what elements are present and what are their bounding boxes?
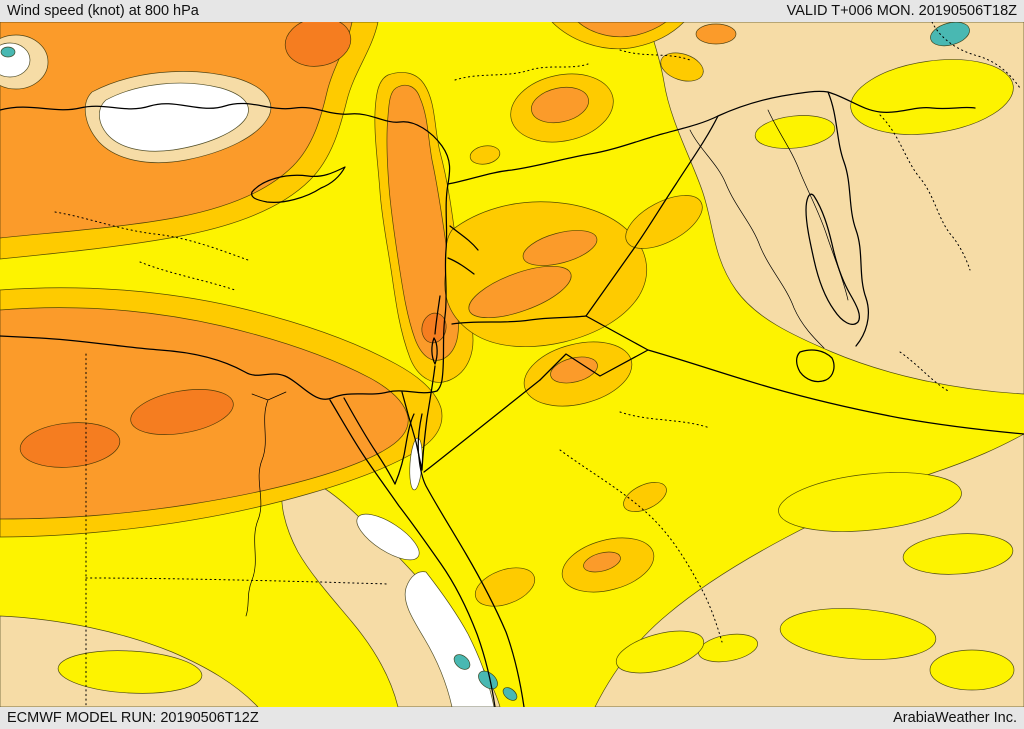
deep-orange-top [284,22,352,67]
header-bar: Wind speed (knot) at 800 hPa VALID T+006… [0,0,1024,22]
red-sea-west-coast [329,399,496,707]
turkey-border [447,90,976,185]
kuwait-border [796,349,835,383]
contour-map-svg [0,22,1024,707]
calm-white-crescent [99,82,249,152]
wind-maxima-regions [0,22,737,607]
jordan-iraq-saudi-borders [539,315,1024,435]
iraq-iran-border [827,91,869,347]
deep-orange-core-west [19,422,121,468]
jordan-saudi-border [423,379,541,473]
white-gulf-region [356,513,420,561]
persian-gulf-shape [805,193,861,325]
sinai-west-coast [343,397,396,485]
cyprus-outline [251,166,346,204]
lake-northeast [930,22,970,47]
model-run-label: ECMWF MODEL RUN: 20190506T12Z [7,710,259,726]
brand-label: ArabiaWeather Inc. [893,710,1017,726]
mediterranean-coastline [0,102,451,400]
valid-time-label: VALID T+006 MON. 20190506T18Z [786,3,1017,19]
lebanon-border [447,225,479,275]
syria-iraq-border [585,115,719,317]
water-bodies [805,22,970,325]
red-sea-white [404,571,495,707]
sinai-east-coast [394,413,415,485]
country-borders [245,90,1024,617]
footer-bar: ECMWF MODEL RUN: 20190506T12Z ArabiaWeat… [0,707,1024,729]
deep-orange-core-east [130,389,234,435]
jordan-valley-border [421,295,441,471]
dotted-lines [54,22,1021,707]
egypt-israel-border [401,391,423,471]
coastlines [0,102,525,707]
nile-river [245,391,287,617]
red-sea-calm-areas [356,437,518,707]
yellow-patches [57,59,1015,694]
dead-sea-outline [431,337,438,365]
map-canvas [0,22,1024,707]
map-title: Wind speed (knot) at 800 hPa [7,3,199,19]
euphrates-tigris-rivers [689,109,849,349]
egypt-sudan-border [85,577,389,585]
syria-jordan-border [451,315,587,325]
